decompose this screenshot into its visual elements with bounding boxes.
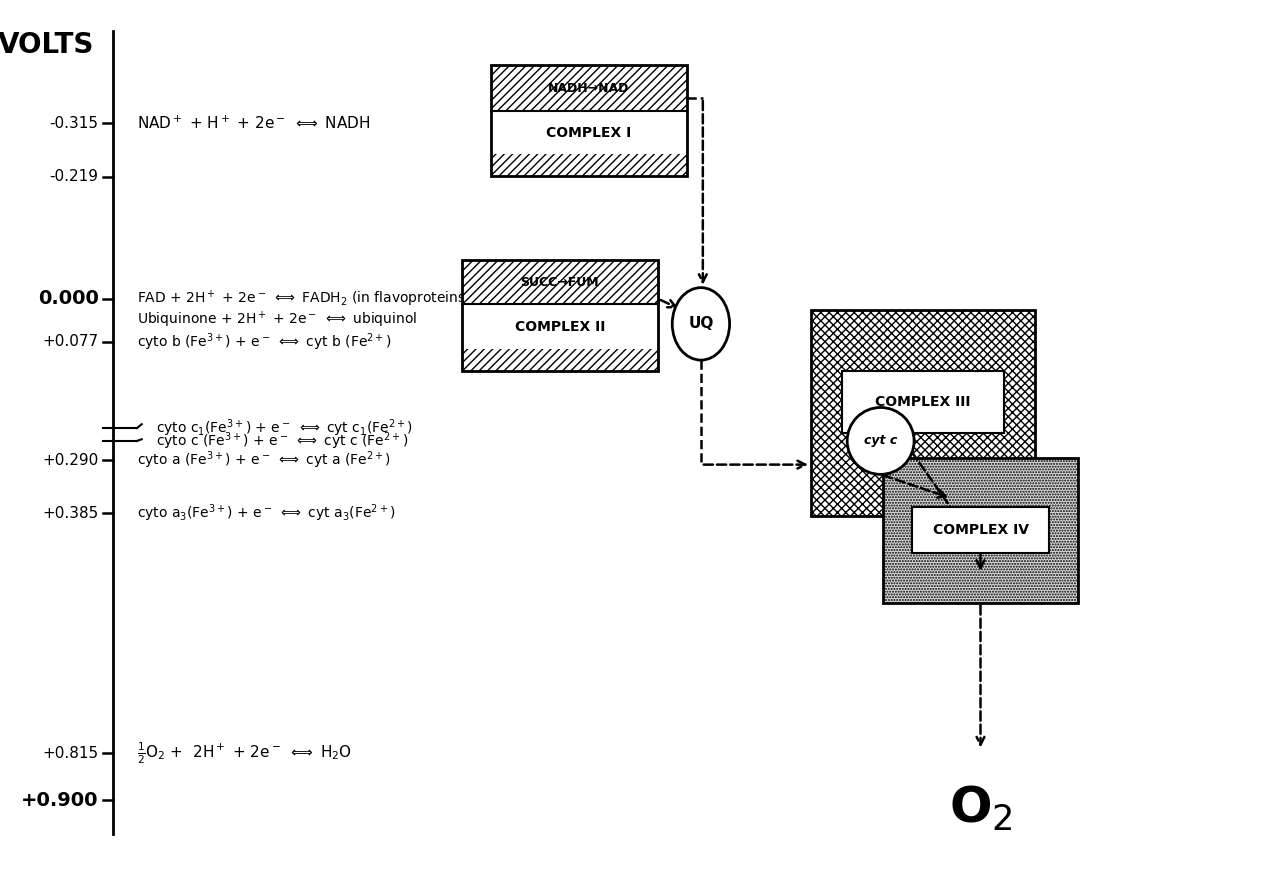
Bar	[842, 371, 1004, 433]
Ellipse shape	[847, 407, 914, 474]
Text: -0.219: -0.219	[49, 169, 99, 184]
Text: COMPLEX IV: COMPLEX IV	[932, 523, 1028, 537]
Text: +0.077: +0.077	[43, 334, 99, 349]
Bar	[491, 154, 686, 176]
Text: +0.385: +0.385	[42, 506, 99, 521]
Text: cyt c: cyt c	[864, 434, 898, 447]
Text: cyto c (Fe$^{3+}$) + e$^-$ $\Longleftrightarrow$ cyt c (Fe$^{2+}$): cyto c (Fe$^{3+}$) + e$^-$ $\Longleftrig…	[156, 430, 408, 452]
Text: Ubiquinone + 2H$^+$ + 2e$^-$ $\Longleftrightarrow$ ubiquinol: Ubiquinone + 2H$^+$ + 2e$^-$ $\Longleftr…	[137, 310, 417, 330]
Text: NADH→NAD: NADH→NAD	[548, 81, 629, 95]
Text: cyto b (Fe$^{3+}$) + e$^-$ $\Longleftrightarrow$ cyt b (Fe$^{2+}$): cyto b (Fe$^{3+}$) + e$^-$ $\Longleftrig…	[137, 331, 392, 353]
Text: COMPLEX II: COMPLEX II	[515, 320, 605, 334]
Bar	[491, 64, 686, 112]
Text: COMPLEX I: COMPLEX I	[547, 126, 631, 139]
Text: +0.900: +0.900	[22, 791, 99, 810]
Text: cyto a$_3$(Fe$^{3+}$) + e$^-$ $\Longleftrightarrow$ cyt a$_3$(Fe$^{2+}$): cyto a$_3$(Fe$^{3+}$) + e$^-$ $\Longleft…	[137, 503, 396, 524]
Bar	[912, 507, 1049, 554]
Text: FAD + 2H$^+$ + 2e$^-$ $\Longleftrightarrow$ FADH$_2$ (in flavoproteins): FAD + 2H$^+$ + 2e$^-$ $\Longleftrightarr…	[137, 288, 470, 309]
Bar	[491, 64, 686, 176]
Ellipse shape	[672, 288, 729, 360]
Text: +0.815: +0.815	[43, 746, 99, 761]
Text: SUCC→FUM: SUCC→FUM	[521, 276, 600, 288]
Text: -0.315: -0.315	[49, 116, 99, 130]
Text: cyto a (Fe$^{3+}$) + e$^-$ $\Longleftrightarrow$ cyt a (Fe$^{2+}$): cyto a (Fe$^{3+}$) + e$^-$ $\Longleftrig…	[137, 450, 391, 472]
Bar	[462, 260, 658, 371]
Text: NAD$^+$ + H$^+$ + 2e$^-$ $\Longleftrightarrow$ NADH: NAD$^+$ + H$^+$ + 2e$^-$ $\Longleftright…	[137, 114, 370, 132]
Text: VOLTS: VOLTS	[0, 31, 94, 59]
Text: +0.290: +0.290	[42, 453, 99, 468]
Text: O$_2$: O$_2$	[948, 784, 1012, 833]
Bar	[462, 349, 658, 371]
Text: COMPLEX III: COMPLEX III	[875, 395, 971, 409]
Text: $\frac{1}{2}$O$_2$ +  2H$^+$ + 2e$^-$ $\Longleftrightarrow$ H$_2$O: $\frac{1}{2}$O$_2$ + 2H$^+$ + 2e$^-$ $\L…	[137, 740, 353, 766]
Bar	[462, 260, 658, 305]
Text: 0.000: 0.000	[38, 289, 99, 308]
Bar	[883, 457, 1079, 603]
Text: cyto c$_1$(Fe$^{3+}$) + e$^-$ $\Longleftrightarrow$ cyt c$_1$(Fe$^{2+}$): cyto c$_1$(Fe$^{3+}$) + e$^-$ $\Longleft…	[156, 417, 413, 438]
Text: UQ: UQ	[689, 316, 714, 331]
Bar	[810, 310, 1036, 516]
